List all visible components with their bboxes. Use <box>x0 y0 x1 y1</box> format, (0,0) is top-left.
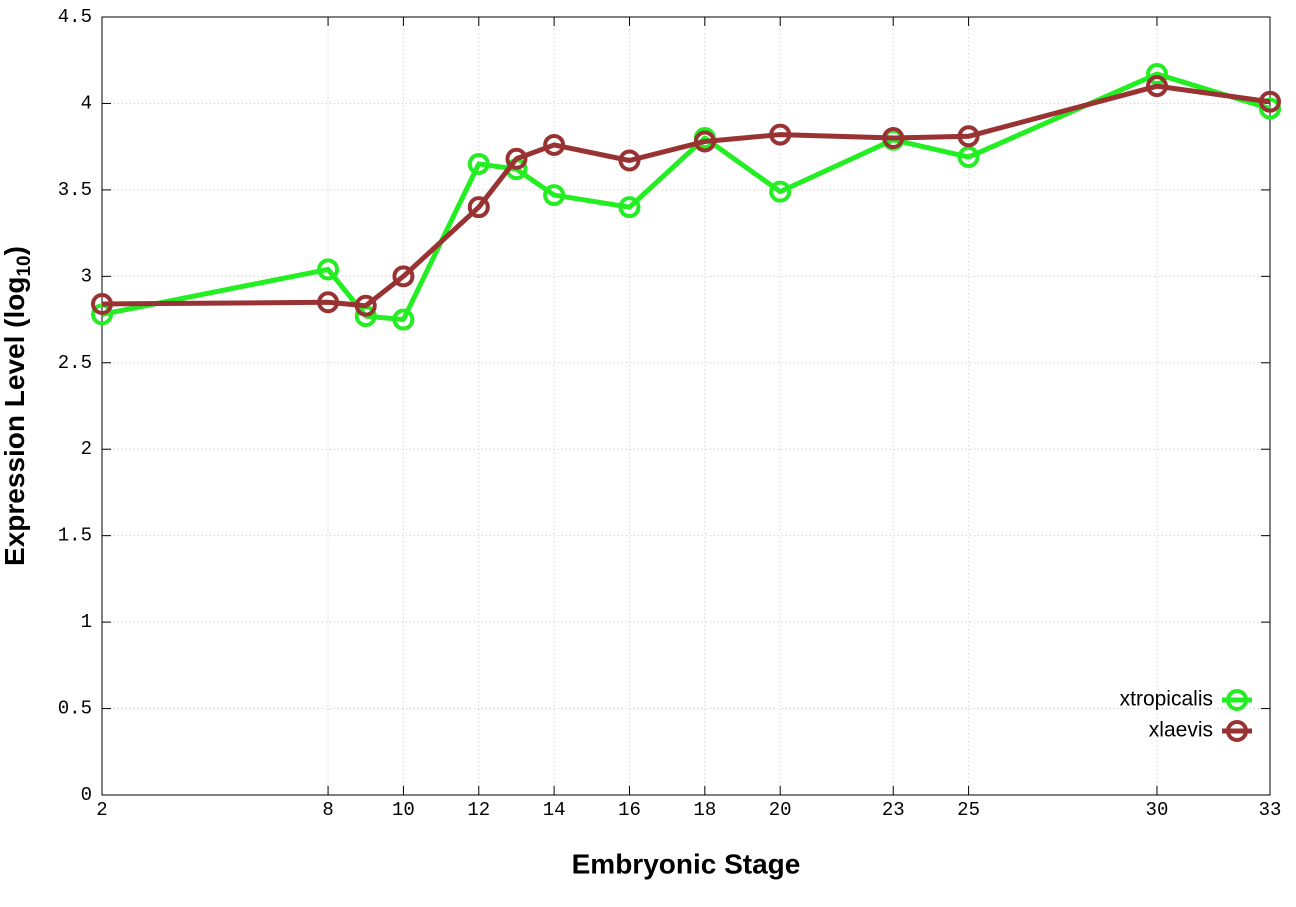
x-tick-label: 18 <box>693 799 716 821</box>
series-marker <box>467 196 490 219</box>
legend-marker <box>1226 720 1248 742</box>
legend-marker <box>1226 689 1248 711</box>
series-marker <box>1259 90 1281 113</box>
series-marker <box>91 303 113 326</box>
x-tick-label: 12 <box>467 799 490 821</box>
series-marker <box>317 291 340 314</box>
y-tick-label: 4 <box>81 92 92 114</box>
y-tick-label: 3.5 <box>58 179 92 201</box>
series-line <box>101 71 1271 323</box>
legend-label: xtropicalis <box>1120 688 1213 711</box>
legend-label: xlaevis <box>1149 719 1213 742</box>
series-marker <box>882 127 905 150</box>
y-tick-label: 0 <box>81 784 92 806</box>
series-marker <box>354 294 377 317</box>
y-axis-label-end: ) <box>0 246 30 255</box>
x-tick-label: 14 <box>543 799 566 821</box>
y-tick-label: 2.5 <box>58 352 92 374</box>
x-tick-label: 8 <box>322 799 333 821</box>
series-marker <box>317 258 340 281</box>
y-axis-label: Expression Level (log10) <box>0 246 35 566</box>
y-tick-label: 3 <box>81 265 92 287</box>
x-tick-label: 23 <box>882 799 905 821</box>
series-line <box>101 83 1271 309</box>
y-tick-label: 1.5 <box>58 525 92 547</box>
series-marker <box>392 308 415 331</box>
x-tick-label: 33 <box>1259 799 1282 821</box>
series-marker <box>1145 63 1168 86</box>
x-tick-label: 25 <box>957 799 980 821</box>
series-marker <box>543 184 566 207</box>
series-marker <box>467 152 490 175</box>
series-marker <box>618 149 641 172</box>
x-tick-label: 2 <box>96 799 107 821</box>
series-marker <box>957 146 980 169</box>
x-tick-label: 30 <box>1146 799 1169 821</box>
y-tick-label: 4.5 <box>58 6 92 28</box>
series-marker <box>543 133 566 156</box>
x-tick-label: 16 <box>618 799 641 821</box>
series-marker <box>1145 75 1168 98</box>
x-axis-label: Embryonic Stage <box>572 848 801 879</box>
y-tick-label: 1 <box>81 611 92 633</box>
series-marker <box>957 125 980 148</box>
y-axis-label-main: Expression Level (log <box>0 277 30 566</box>
y-tick-label: 2 <box>81 438 92 460</box>
series-marker <box>693 130 716 153</box>
series-marker <box>769 180 792 203</box>
series-marker <box>618 196 641 219</box>
y-tick-label: 0.5 <box>58 698 92 720</box>
x-tick-label: 20 <box>769 799 792 821</box>
series-marker <box>769 123 792 146</box>
plot-frame <box>101 16 1271 796</box>
series-marker <box>392 265 415 288</box>
series-marker <box>91 292 113 315</box>
y-axis-label-sub: 10 <box>14 255 35 276</box>
series-marker <box>505 147 528 170</box>
x-tick-label: 10 <box>392 799 415 821</box>
